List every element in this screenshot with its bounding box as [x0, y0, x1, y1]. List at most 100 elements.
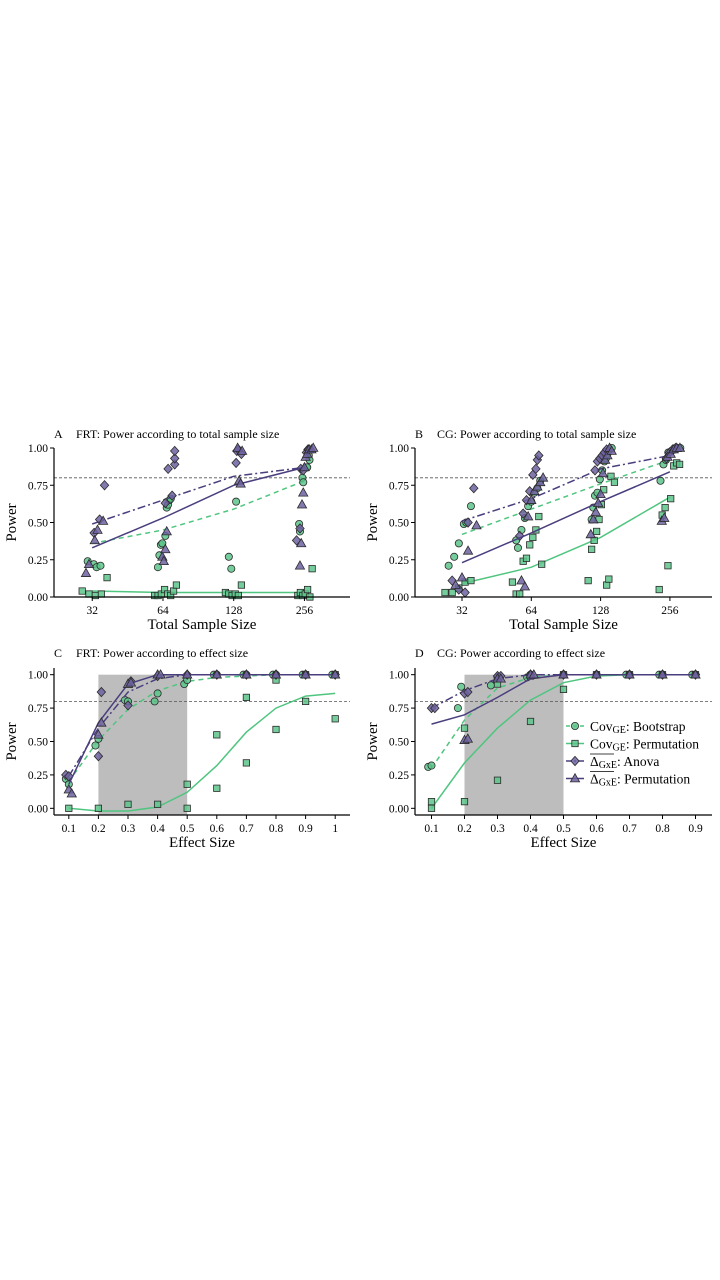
legend-label: ΔGxE: Anova [590, 754, 659, 771]
trend-line [461, 459, 671, 536]
data-point [516, 574, 527, 585]
x-tick-label: 0.3 [490, 823, 505, 835]
data-point [224, 552, 233, 561]
data-point [590, 465, 600, 476]
data-point [167, 490, 177, 501]
series-delta_anova [89, 444, 314, 546]
x-tick-label: 64 [526, 605, 538, 617]
data-point [307, 442, 319, 452]
x-tick-label: 0.8 [655, 823, 670, 835]
data-point [605, 575, 613, 583]
data-point [236, 445, 248, 455]
data-point [508, 578, 517, 586]
panel-c: 0.00 0.25 0.50 0.75 1.00 0.1 0.2 0.3 0.4 0.5 0.6 0.… [4, 646, 350, 851]
data-point [460, 724, 469, 732]
legend-marker [571, 722, 580, 731]
data-point [559, 685, 568, 693]
x-axis-label: Effect Size [169, 835, 235, 851]
data-point [588, 545, 596, 553]
data-point [299, 478, 308, 487]
legend-label-rest: : Anova [617, 754, 659, 769]
data-point [89, 534, 101, 545]
data-point [91, 741, 100, 750]
shaded-region [98, 674, 188, 815]
data-point [448, 588, 456, 597]
x-tick-label: 0.6 [589, 823, 604, 835]
legend-label-sub: GxE [599, 760, 617, 771]
data-point [153, 800, 162, 808]
data-point [590, 506, 602, 516]
legend-label-main: Cov [590, 737, 613, 752]
x-tick-label: 0.7 [239, 823, 254, 835]
panel-letter: C [54, 646, 62, 660]
data-point [158, 555, 170, 566]
data-point [674, 442, 686, 452]
data-point [659, 512, 670, 522]
legend-label-main: Δ [590, 772, 599, 787]
data-point [462, 545, 474, 555]
panel-letter: B [415, 427, 423, 441]
trend-line [91, 466, 305, 525]
data-point [450, 579, 461, 589]
data-point [241, 669, 252, 679]
data-point [534, 450, 544, 461]
y-tick-label: 0.75 [389, 480, 409, 492]
data-point [96, 717, 107, 727]
data-point [519, 580, 531, 591]
data-point [531, 463, 541, 475]
data-point [92, 524, 103, 534]
data-point [150, 697, 159, 706]
y-tick-label: 0.00 [28, 803, 48, 815]
data-point [124, 800, 132, 808]
series-delta_perm [450, 442, 686, 591]
data-point [667, 495, 675, 503]
data-point [469, 483, 479, 494]
data-point [96, 561, 105, 570]
data-point [656, 476, 665, 485]
panel-a: 0.00 0.25 0.50 0.75 1.00 32 64 128 256 Total Samp… [4, 427, 350, 633]
shaded-region [464, 674, 564, 815]
legend-label-rest: : Permutation [626, 737, 699, 752]
y-axis-label: Power [4, 722, 20, 760]
x-tick-label: 0.5 [556, 823, 571, 835]
x-tick-label: 0.3 [121, 823, 136, 835]
legend-item: CovGE: Permutation [566, 737, 699, 754]
data-point [591, 669, 602, 679]
data-point [522, 510, 534, 521]
x-tick-label: 0.2 [91, 823, 106, 835]
data-point [661, 503, 669, 512]
data-point [427, 798, 436, 806]
x-tick-label: 32 [456, 605, 468, 617]
x-tick-label: 0.1 [424, 823, 439, 835]
y-tick-label: 0.75 [28, 480, 48, 492]
data-point [160, 543, 171, 554]
data-point [161, 525, 173, 536]
data-point [592, 497, 604, 507]
data-point [231, 457, 241, 469]
y-axis-label: Power [365, 503, 381, 541]
data-point [103, 574, 111, 582]
data-point [447, 575, 457, 586]
data-point [522, 554, 531, 562]
legend-label-sub: GxE [599, 778, 617, 789]
x-axis-label: Total Sample Size [148, 617, 257, 633]
y-tick-label: 0.00 [28, 592, 48, 604]
legend-label-sub: GE [613, 743, 626, 754]
legend-label-main: Cov [590, 719, 613, 734]
data-point [99, 480, 110, 491]
data-point [234, 591, 242, 600]
data-point [123, 700, 133, 711]
data-point [83, 558, 95, 569]
y-tick-label: 0.25 [389, 770, 409, 782]
panel-title: CG: Power according to total sample size [437, 427, 636, 441]
x-tick-label: 0.4 [523, 823, 538, 835]
data-point [606, 445, 617, 455]
series-cov_perm [78, 565, 316, 601]
trend-line [68, 692, 336, 812]
legend-label: CovGE: Permutation [590, 737, 699, 754]
y-tick-label: 0.75 [28, 703, 48, 715]
data-point [65, 804, 73, 812]
data-point [181, 669, 193, 679]
y-tick-label: 0.00 [389, 803, 409, 815]
